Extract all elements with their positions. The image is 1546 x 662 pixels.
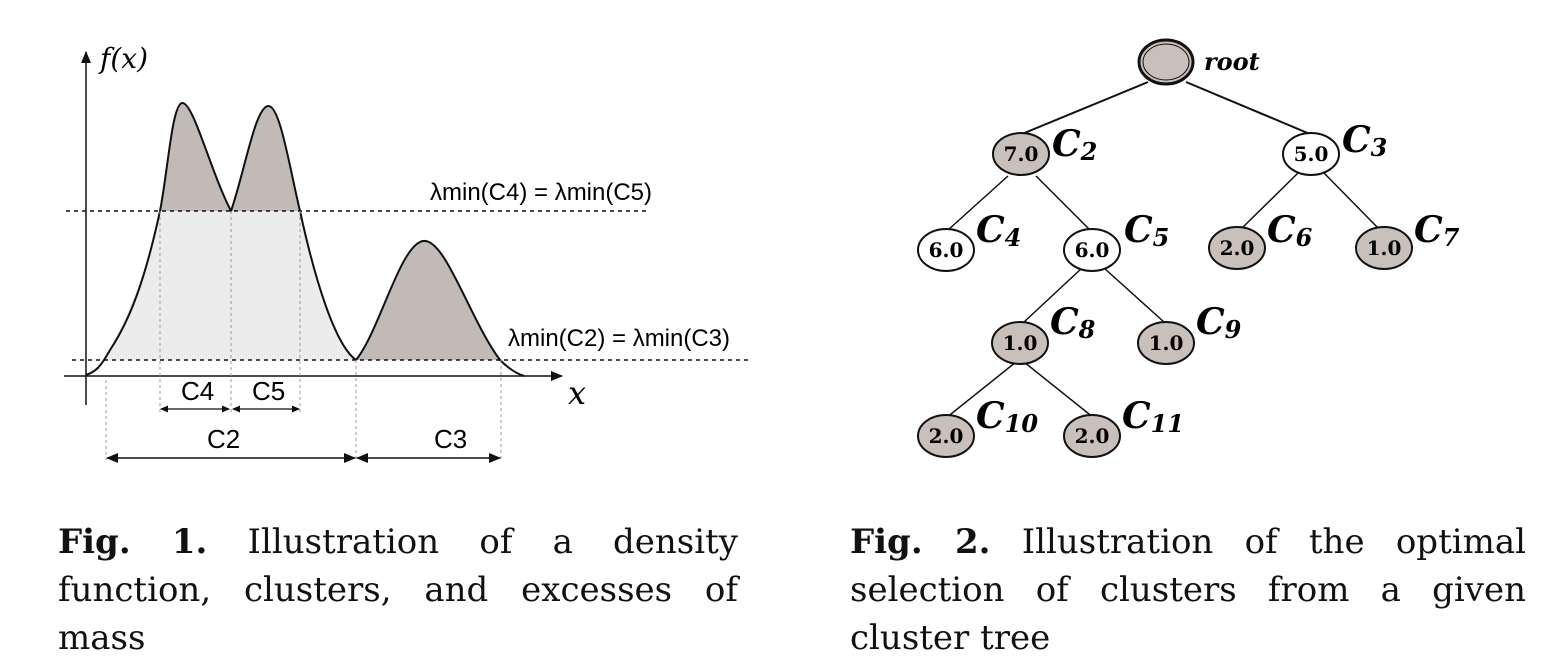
svg-text:7.0: 7.0 [1004,142,1039,166]
edge-c8-c10 [945,361,1017,419]
edge-c2-c5 [1035,175,1091,231]
tree-node-c7: 1.0 [1355,226,1413,270]
svg-text:2.0: 2.0 [929,424,964,448]
svg-text:1.0: 1.0 [1367,236,1402,260]
node-label-c2: C2 [1052,123,1097,166]
tree-node-c2: 7.0 [992,132,1050,176]
density-figure: f(x) x λmin(C4) = λmin(C5) λmin(C2) = λm… [64,42,752,463]
interval-label-c2: C2 [207,424,240,454]
interval-label-c4: C4 [181,376,214,406]
tree-node-c10: 2.0 [917,414,975,458]
tree-node-c5: 6.0 [1063,228,1121,272]
figure1-caption: Fig. 1. Illustration of a density functi… [58,518,738,662]
cluster-tree: root 7.0 C2 5.0 C3 6.0 C4 6.0 C5 2.0 C6 [917,38,1460,458]
svg-text:6.0: 6.0 [1075,238,1110,262]
y-axis-label: f(x) [98,42,148,75]
tree-node-c3: 5.0 [1282,132,1340,176]
node-label-c8: C8 [1050,301,1096,344]
excess-mass-c4 [160,102,231,211]
node-label-c11: C11 [1122,395,1184,438]
figure-canvas: f(x) x λmin(C4) = λmin(C5) λmin(C2) = λm… [64,38,1460,463]
excess-mass-c3 [356,240,500,360]
svg-text:1.0: 1.0 [1149,331,1184,355]
excess-mass-c5 [231,105,300,211]
tree-node-c8: 1.0 [991,321,1049,365]
svg-text:6.0: 6.0 [929,238,964,262]
edge-root-c3 [1185,81,1311,135]
level-low-label: λmin(C2) = λmin(C3) [508,325,730,352]
node-label-c6: C6 [1267,209,1313,252]
node-label-c3: C3 [1342,119,1387,162]
density-curve [85,102,525,377]
edge-c8-c11 [1023,361,1095,419]
figure2-caption-number: Fig. 2. [850,522,991,562]
figure1-caption-number: Fig. 1. [58,522,208,562]
tree-node-c6: 2.0 [1208,226,1266,270]
svg-text:2.0: 2.0 [1220,236,1255,260]
level-high-label: λmin(C4) = λmin(C5) [430,179,652,206]
tree-node-c4: 6.0 [917,228,975,272]
figure2-caption-text: Illustration of the optimal selection of… [850,522,1526,658]
root-label: root [1204,47,1260,76]
edge-c2-c4 [947,175,1009,231]
tree-node-root [1137,38,1195,86]
cluster-area-c2 [104,211,356,360]
node-label-c7: C7 [1414,209,1460,252]
node-label-c5: C5 [1124,209,1169,252]
node-label-c9: C9 [1196,301,1242,344]
figure2-caption: Fig. 2. Illustration of the optimal sele… [850,518,1526,662]
edge-c3-c6 [1239,172,1299,231]
edge-c5-c9 [1103,267,1165,323]
edge-root-c2 [1021,81,1149,135]
svg-text:2.0: 2.0 [1075,424,1110,448]
edge-c3-c7 [1323,172,1381,231]
interval-label-c3: C3 [434,424,467,454]
svg-text:5.0: 5.0 [1294,142,1329,166]
edge-c5-c8 [1023,267,1083,323]
tree-node-c9: 1.0 [1137,321,1195,365]
node-label-c10: C10 [976,395,1038,438]
x-axis-label: x [568,374,586,412]
svg-text:1.0: 1.0 [1003,331,1038,355]
interval-label-c5: C5 [252,376,285,406]
tree-node-c11: 2.0 [1063,414,1121,458]
node-label-c4: C4 [976,209,1021,252]
